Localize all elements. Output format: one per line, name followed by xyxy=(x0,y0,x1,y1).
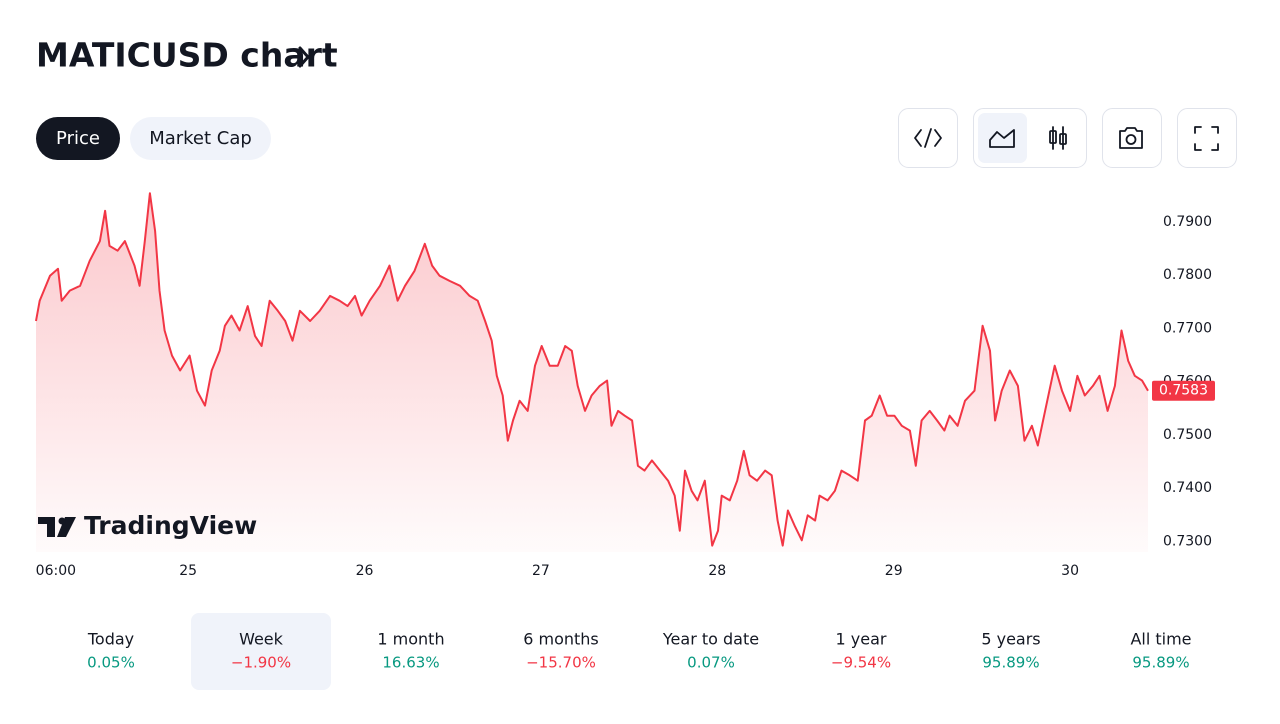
period-selector: Today 0.05% Week −1.90% 1 month 16.63% 6 month… xyxy=(87,613,1192,690)
area-icon xyxy=(989,129,1015,148)
period-change[interactable]: −15.70% xyxy=(526,654,596,672)
x-tick-label: 27 xyxy=(532,563,550,579)
candle-body xyxy=(1049,130,1057,144)
candle-style-button[interactable] xyxy=(1049,126,1067,150)
tab-bg[interactable] xyxy=(130,117,271,160)
period[interactable]: Week −1.90% xyxy=(191,613,331,690)
fullscreen-icon xyxy=(1194,126,1219,151)
code-icon xyxy=(914,128,942,148)
logo-mark xyxy=(38,517,76,537)
period-change[interactable]: −9.54% xyxy=(831,654,891,672)
period[interactable]: 1 year −9.54% xyxy=(831,630,891,672)
y-tick-label: 0.7300 xyxy=(1163,533,1212,549)
last-price-box xyxy=(1152,380,1215,401)
period-change[interactable]: 95.89% xyxy=(982,654,1039,672)
area-style-button[interactable] xyxy=(978,113,1027,163)
y-tick-label: 0.7900 xyxy=(1163,214,1212,230)
y-tick-label: 0.7400 xyxy=(1163,480,1212,496)
price-area xyxy=(36,193,1148,552)
chart-style-group xyxy=(973,108,1087,168)
period[interactable]: Today 0.05% xyxy=(87,630,135,672)
logo-dot xyxy=(58,517,66,525)
embed-button[interactable] xyxy=(898,108,958,168)
x-tick-label: 30 xyxy=(1061,563,1079,579)
tradingview-logo: TradingView xyxy=(38,511,257,540)
camera-icon xyxy=(1119,127,1143,149)
period-label[interactable]: Today xyxy=(87,630,134,649)
period[interactable]: Year to date 0.07% xyxy=(662,630,759,672)
y-tick-label: 0.7700 xyxy=(1163,320,1212,336)
period-label[interactable]: Week xyxy=(239,630,284,649)
period-label[interactable]: 1 year xyxy=(836,630,887,649)
period-change[interactable]: 0.05% xyxy=(87,654,135,672)
period[interactable]: All time 95.89% xyxy=(1130,630,1191,672)
tab-label[interactable]: Price xyxy=(56,128,100,149)
fullscreen-button[interactable] xyxy=(1177,108,1237,168)
candle-body xyxy=(1059,133,1067,145)
period[interactable]: 5 years 95.89% xyxy=(981,630,1040,672)
tab[interactable]: Market Cap xyxy=(130,117,271,160)
period-label[interactable]: 6 months xyxy=(523,630,599,649)
chart: 0.73000.74000.75000.76000.77000.78000.79… xyxy=(35,192,1215,579)
x-tick-label: 06:00 xyxy=(36,563,76,579)
x-tick-label: 25 xyxy=(179,563,197,579)
last-price-label: 0.7583 xyxy=(1159,383,1208,399)
logo-text: TradingView xyxy=(84,511,257,540)
screenshot-button[interactable] xyxy=(1102,108,1162,168)
period-change[interactable]: −1.90% xyxy=(231,654,291,672)
tab-bg[interactable] xyxy=(36,117,120,160)
x-tick-label: 28 xyxy=(708,563,726,579)
tab[interactable]: Price xyxy=(36,117,120,160)
y-tick-label: 0.7800 xyxy=(1163,267,1212,283)
tabs: Price Market Cap xyxy=(36,117,271,160)
period[interactable]: 1 month 16.63% xyxy=(377,630,444,672)
title-chevron[interactable] xyxy=(298,46,310,68)
button-bg[interactable] xyxy=(1102,108,1162,168)
y-tick-label: 0.7500 xyxy=(1163,427,1212,443)
period-change[interactable]: 95.89% xyxy=(1132,654,1189,672)
period-label[interactable]: 5 years xyxy=(981,630,1040,649)
period-change[interactable]: 0.07% xyxy=(687,654,735,672)
period[interactable]: 6 months −15.70% xyxy=(523,630,599,672)
period-label[interactable]: 1 month xyxy=(377,630,444,649)
button-bg[interactable] xyxy=(1177,108,1237,168)
period-label[interactable]: Year to date xyxy=(662,630,759,649)
x-tick-label: 29 xyxy=(885,563,903,579)
price-line xyxy=(35,192,1149,547)
tab-label[interactable]: Market Cap xyxy=(149,128,252,149)
period-label[interactable]: All time xyxy=(1130,630,1191,649)
x-tick-label: 26 xyxy=(356,563,374,579)
period-selected-bg[interactable] xyxy=(191,613,331,690)
camera-lens xyxy=(1125,134,1137,145)
period-change[interactable]: 16.63% xyxy=(382,654,439,672)
page-title[interactable]: MATICUSD chart xyxy=(36,36,338,75)
